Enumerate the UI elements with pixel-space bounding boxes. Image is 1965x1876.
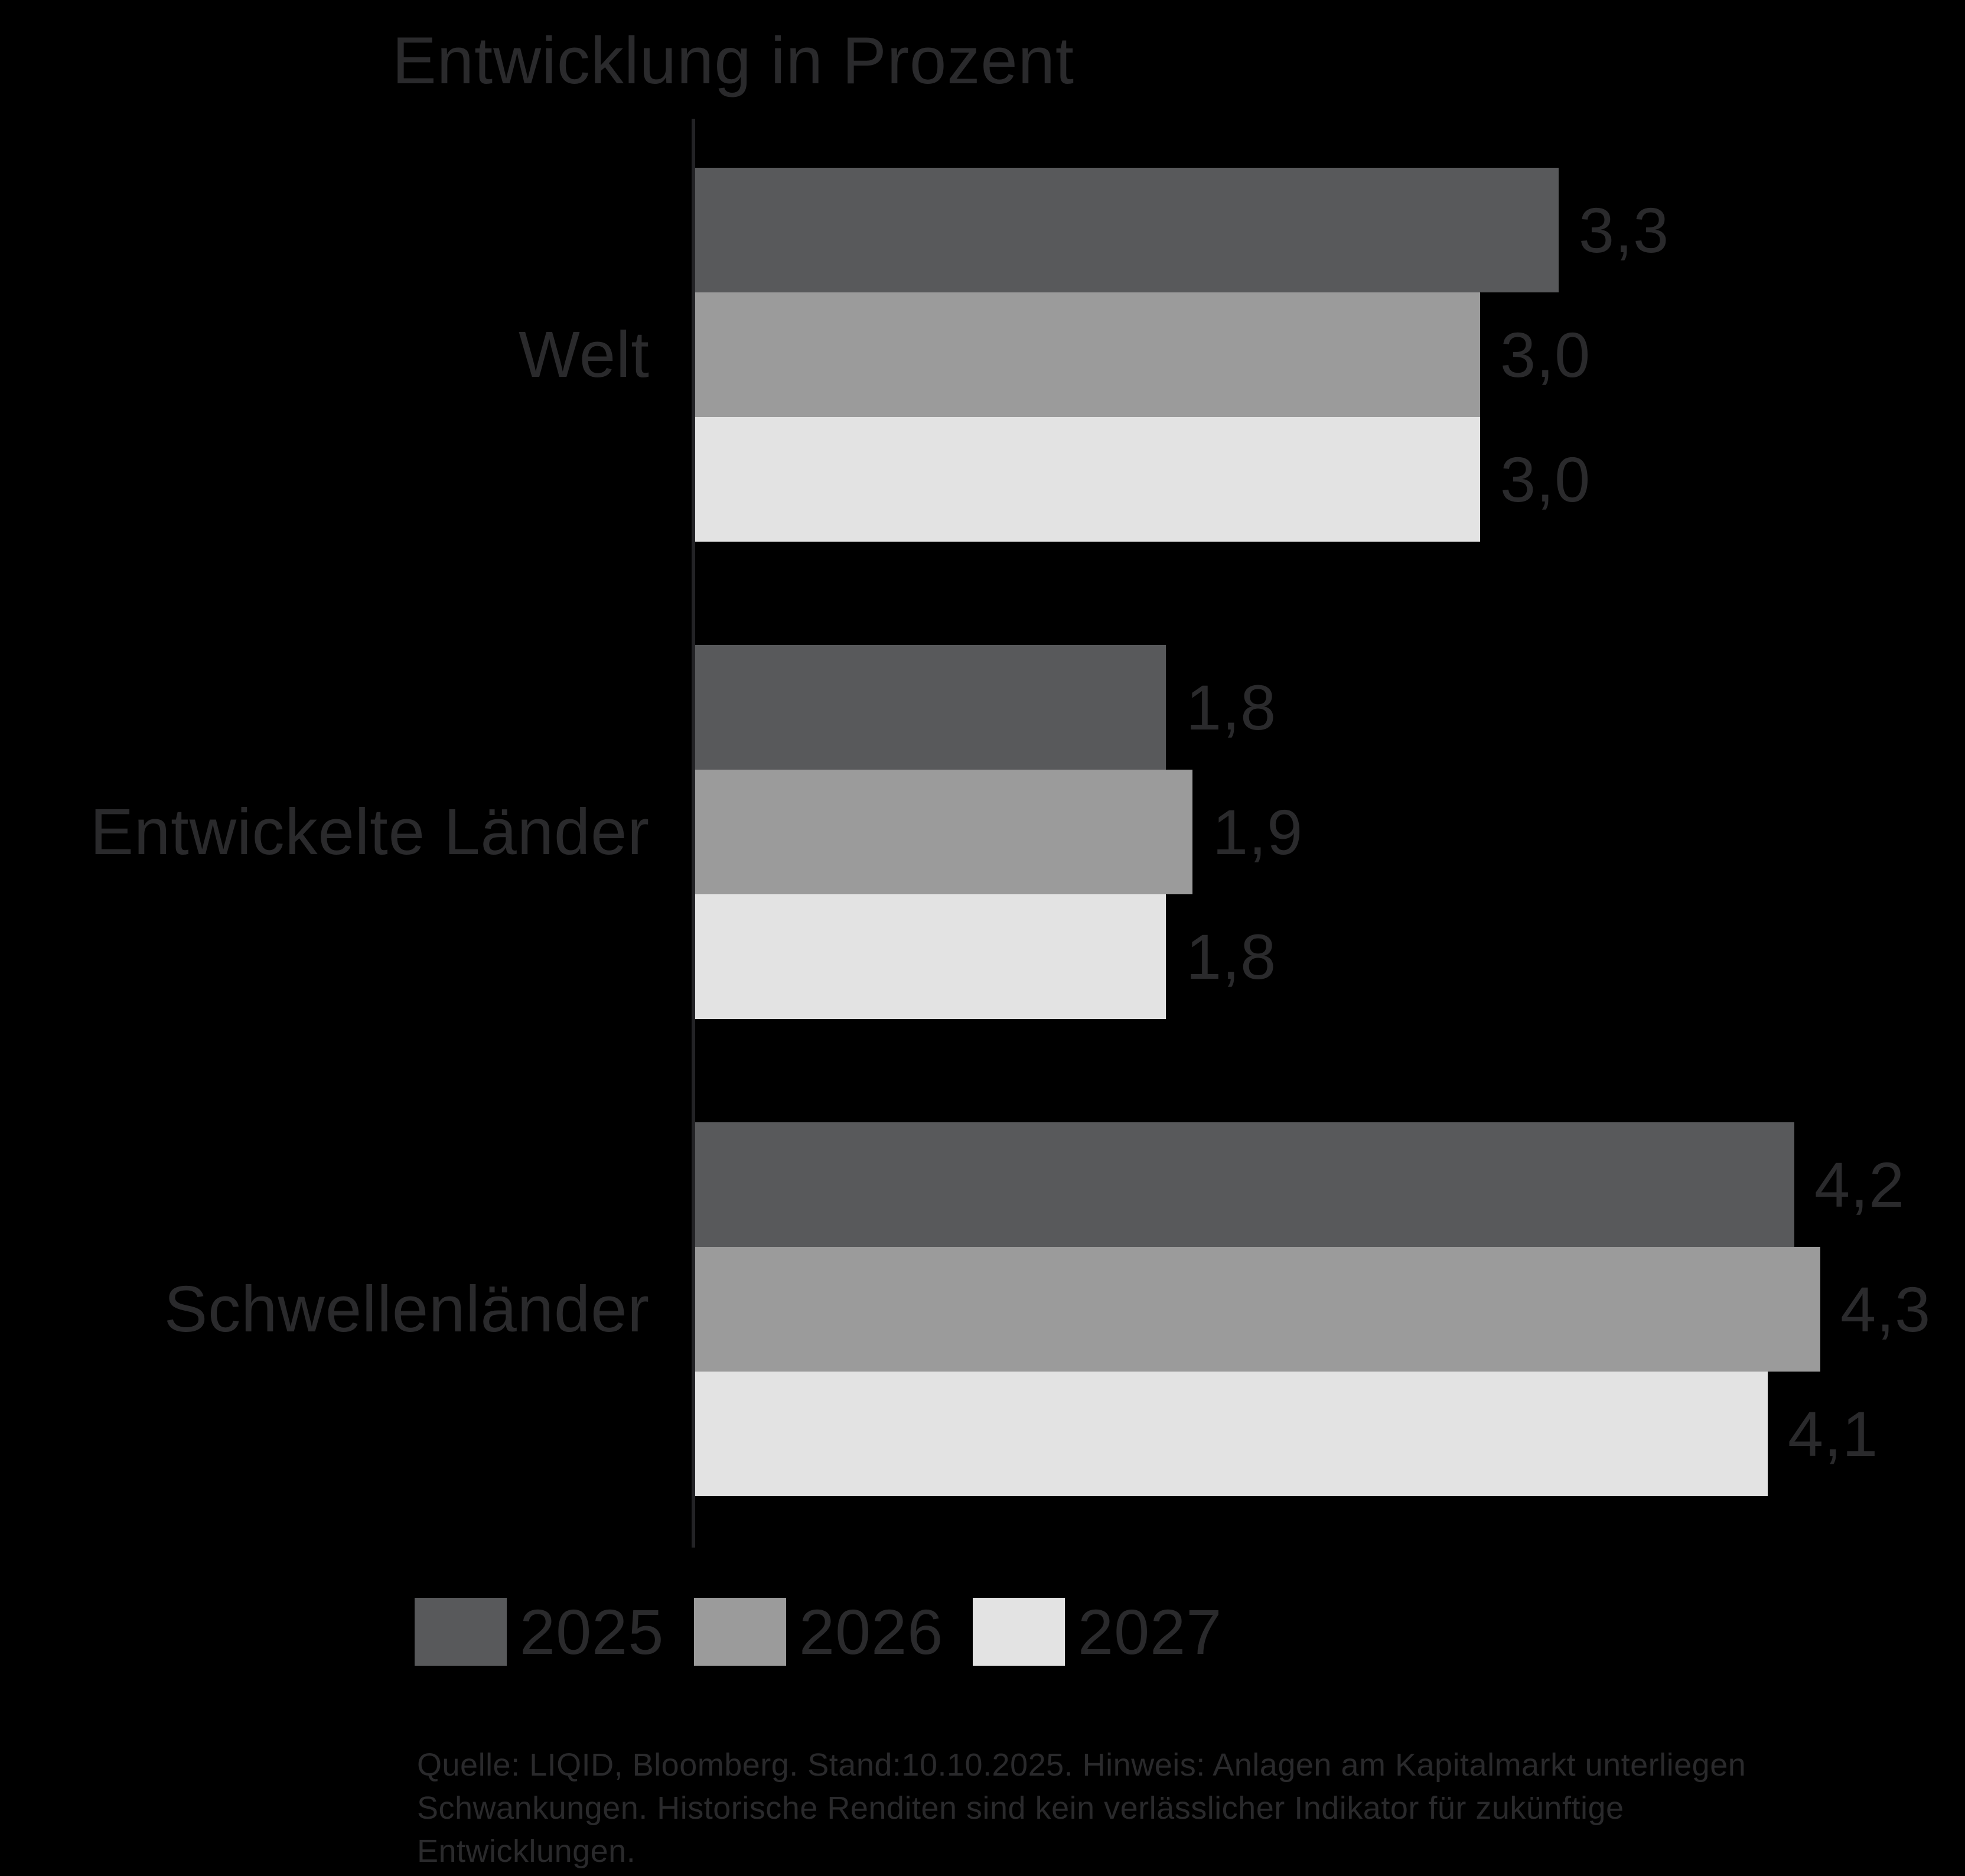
value-label-schwellenlaender-2027: 4,1: [1788, 1398, 1879, 1470]
bar-welt-2025: [695, 168, 1559, 292]
y-axis-line: [692, 119, 695, 1548]
source-note-line-3: Entwicklungen.: [417, 1833, 636, 1869]
value-label-welt-2027: 3,0: [1500, 444, 1591, 515]
legend-swatch-2025: [415, 1598, 507, 1666]
legend-swatch-2027: [973, 1598, 1065, 1666]
value-label-schwellenlaender-2026: 4,3: [1840, 1274, 1931, 1345]
value-label-welt-2026: 3,0: [1500, 319, 1591, 390]
legend-swatch-2026: [694, 1598, 786, 1666]
bar-schwellenlaender-2025: [695, 1122, 1794, 1247]
category-label-entwickelte-laender: Entwickelte Länder: [90, 796, 650, 868]
legend-item-2027: 2027: [973, 1596, 1223, 1667]
bar-entwickelte-laender-2025: [695, 645, 1166, 770]
category-label-welt: Welt: [518, 318, 650, 391]
value-label-schwellenlaender-2025: 4,2: [1814, 1149, 1905, 1220]
source-note: Quelle: LIQID, Bloomberg. Stand:10.10.20…: [417, 1744, 1864, 1873]
legend-label-2025: 2025: [520, 1596, 664, 1667]
value-label-entwickelte-laender-2027: 1,8: [1186, 921, 1277, 992]
source-note-line-2: Schwankungen. Historische Renditen sind …: [417, 1790, 1624, 1826]
legend-label-2027: 2027: [1078, 1596, 1223, 1667]
legend-item-2025: 2025: [415, 1596, 664, 1667]
source-note-line-1: Quelle: LIQID, Bloomberg. Stand:10.10.20…: [417, 1747, 1746, 1783]
bar-schwellenlaender-2027: [695, 1372, 1768, 1496]
legend-label-2026: 2026: [799, 1596, 944, 1667]
bar-welt-2027: [695, 417, 1480, 542]
value-label-entwickelte-laender-2025: 1,8: [1186, 672, 1277, 743]
category-label-schwellenlaender: Schwellenländer: [164, 1273, 650, 1346]
value-label-welt-2025: 3,3: [1579, 194, 1670, 266]
value-label-entwickelte-laender-2026: 1,9: [1213, 796, 1304, 868]
bar-schwellenlaender-2026: [695, 1247, 1820, 1372]
chart-title: Entwicklung in Prozent: [392, 24, 1075, 97]
legend-item-2026: 2026: [694, 1596, 944, 1667]
bar-welt-2026: [695, 292, 1480, 417]
bar-entwickelte-laender-2026: [695, 770, 1192, 894]
bar-entwickelte-laender-2027: [695, 894, 1166, 1019]
